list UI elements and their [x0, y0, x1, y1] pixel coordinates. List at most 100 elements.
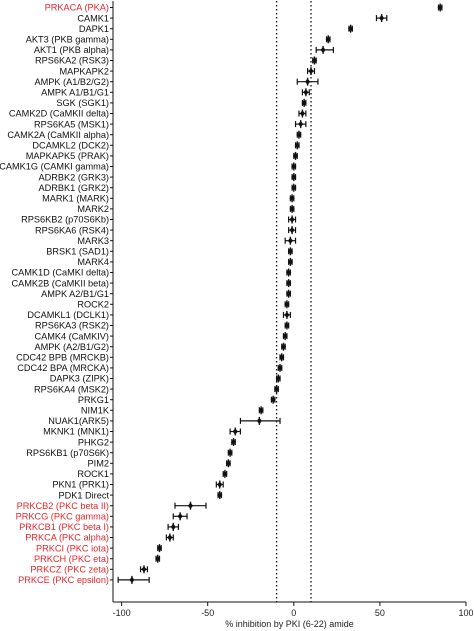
- data-point: [289, 205, 295, 213]
- data-point: [273, 385, 280, 393]
- data-point: [156, 544, 163, 552]
- data-point: [270, 396, 276, 403]
- data-point: [187, 502, 194, 509]
- category-label: RPS6KA3 (RSK2): [35, 321, 109, 331]
- category-label: PRKACA (PKA): [45, 3, 109, 13]
- category-label: DAPK1: [79, 24, 109, 34]
- x-tick-label: -100: [113, 608, 131, 618]
- category-label: PRKCE (PKC epsilon): [18, 575, 109, 585]
- category-label: RPS6KA4 (MSK2): [34, 384, 109, 394]
- category-label: ROCK2: [77, 300, 109, 310]
- data-point: [222, 470, 228, 478]
- category-label: CAMK1D (CaMKI delta): [11, 268, 109, 278]
- category-label: PHKG2: [78, 437, 109, 447]
- data-point: [289, 216, 295, 223]
- data-point: [287, 237, 293, 244]
- category-label: BRSK1 (SAD1): [46, 247, 109, 257]
- data-point: [217, 491, 223, 499]
- category-label: PRKCB1 (PKC beta I): [19, 522, 109, 532]
- data-point: [279, 354, 285, 361]
- category-label: MAPKAPK5 (PRAK): [26, 151, 109, 161]
- category-label: PIM2: [88, 459, 109, 469]
- data-point: [286, 279, 292, 287]
- category-label: MKNK1 (MNK1): [43, 427, 109, 437]
- data-point: [291, 173, 297, 181]
- category-label: NUAK1(ARK5): [48, 416, 109, 426]
- data-point: [129, 576, 135, 584]
- data-point: [296, 131, 302, 138]
- category-label: SGK (SGK1): [56, 98, 109, 108]
- x-tick-label: 0: [291, 608, 296, 618]
- data-point: [258, 407, 264, 414]
- data-point: [256, 417, 262, 425]
- plot-area: -100 -50 0 50 100 PRKACA (PKA)CAMK1DAPK1AKT3 …: [0, 1, 474, 618]
- category-label: ADRBK2 (GRK3): [39, 172, 109, 182]
- category-label: DCAMKL1 (DCLK1): [27, 310, 109, 320]
- data-point: [437, 4, 443, 11]
- category-label: CAMK1: [77, 13, 109, 23]
- category-label: CAMK2A (CaMKII alpha): [7, 130, 109, 140]
- data-point: [227, 449, 233, 456]
- category-label: RPS6KB2 (p70S6Kb): [21, 215, 109, 225]
- x-tick-label: -50: [201, 608, 214, 618]
- category-label: CAMK4 (CaMKIV): [34, 331, 109, 341]
- data-point: [320, 46, 326, 54]
- category-label: PDK1 Direct: [58, 490, 109, 500]
- category-label: CDC42 BPB (MRCKB): [16, 353, 109, 363]
- category-label: AKT3 (PKB gamma): [26, 35, 109, 45]
- category-label: RPS6KA6 (RSK4): [35, 225, 109, 235]
- category-label: PRKCA (PKC alpha): [25, 533, 109, 543]
- category-label: AMPK A2/B1/G1: [41, 289, 109, 299]
- category-label: PRKCZ (PKC zeta): [30, 565, 109, 575]
- data-point: [167, 534, 173, 541]
- data-point: [292, 152, 299, 160]
- data-point: [286, 269, 292, 276]
- data-point: [286, 290, 292, 297]
- category-label: RPS6KB1 (p70S6K): [26, 448, 109, 458]
- data-point: [287, 258, 293, 266]
- category-label: ADRBK1 (GRK2): [39, 183, 109, 193]
- category-label: DAPK3 (ZIPK): [50, 374, 109, 384]
- data-point: [282, 332, 288, 340]
- data-point: [348, 25, 354, 32]
- data-point: [217, 481, 223, 488]
- category-label: MARK4: [77, 257, 109, 267]
- data-point: [141, 566, 147, 573]
- category-label: MARK3: [77, 236, 109, 246]
- data-point: [311, 57, 318, 64]
- data-point: [301, 99, 307, 107]
- category-label: CAMK2D (CaMKII delta): [9, 109, 109, 119]
- data-point: [280, 343, 287, 350]
- x-tick-label: 50: [375, 608, 385, 618]
- data-point: [304, 78, 311, 85]
- data-point: [284, 311, 290, 319]
- data-point: [155, 555, 161, 562]
- category-label: MARK1 (MARK): [42, 194, 109, 204]
- category-label: PRKCG (PKC gamma): [16, 512, 109, 522]
- data-point: [308, 67, 314, 75]
- category-label: DCAMKL2 (DCK2): [32, 141, 109, 151]
- data-point: [170, 523, 176, 531]
- category-label: AMPK A1/B1/G1: [41, 88, 109, 98]
- category-label: PRKCI (PKC iota): [36, 543, 109, 553]
- data-point: [277, 364, 283, 372]
- data-point: [291, 184, 297, 191]
- x-axis-title: % inhibition by PKI (6-22) amide: [225, 619, 354, 629]
- category-label: ROCK1: [77, 469, 109, 479]
- data-point: [299, 110, 306, 117]
- data-point: [325, 36, 331, 43]
- category-label: CAMK2B (CaMKII beta): [11, 278, 109, 288]
- data-point: [284, 322, 290, 329]
- category-label: NIM1K: [81, 406, 110, 416]
- data-point: [294, 142, 300, 149]
- data-point: [275, 375, 281, 382]
- category-label: CAMK1G (CAMKI gamma): [0, 162, 109, 172]
- data-point: [284, 301, 290, 308]
- data-point: [287, 248, 293, 255]
- category-label: AMPK (A2/B1/G2): [34, 342, 109, 352]
- data-point: [289, 195, 295, 202]
- data-point: [289, 226, 295, 234]
- category-label: AMPK (A1/B2/G2): [34, 77, 109, 87]
- category-label: PKN1 (PRK1): [52, 480, 109, 490]
